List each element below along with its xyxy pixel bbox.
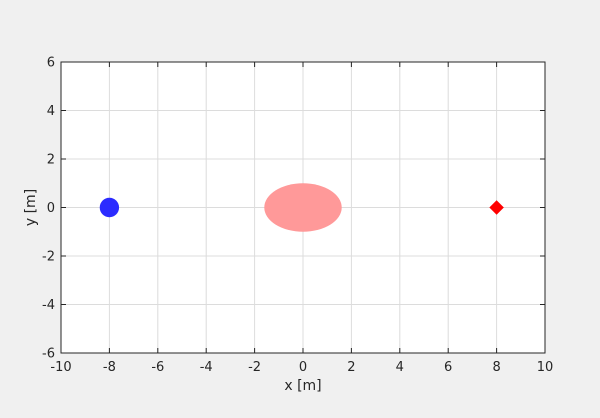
red-ellipse	[264, 183, 342, 232]
x-tick-label: 6	[444, 360, 452, 375]
x-tick-label: 8	[492, 360, 500, 375]
x-tick-label: -6	[151, 360, 164, 375]
y-tick-label: 6	[47, 56, 55, 71]
x-tick-label: -8	[103, 360, 116, 375]
red-diamond	[489, 200, 504, 215]
plot-marks	[99, 183, 504, 232]
x-axis-label: x [m]	[284, 378, 321, 394]
y-tick-label: 4	[47, 104, 55, 119]
y-tick-label: -4	[42, 298, 55, 313]
y-tick-label: 0	[47, 201, 55, 216]
y-tick-label: 2	[47, 153, 55, 168]
y-tick-label: -6	[42, 347, 55, 362]
y-tick-label: -2	[42, 250, 55, 265]
blue-circle	[99, 197, 120, 218]
x-tick-label: 0	[299, 360, 307, 375]
x-tick-label: -2	[248, 360, 261, 375]
x-tick-label: 4	[396, 360, 404, 375]
ticks: -10 -8 -6 -4 -2 0 2 4 6 8 10 -6 -4 -2 0 2 4 6	[42, 56, 553, 376]
y-axis-label: y [m]	[23, 189, 39, 226]
x-tick-label: 2	[347, 360, 355, 375]
x-tick-label: 10	[537, 360, 554, 375]
x-tick-label: -10	[50, 360, 71, 375]
x-tick-label: -4	[200, 360, 213, 375]
